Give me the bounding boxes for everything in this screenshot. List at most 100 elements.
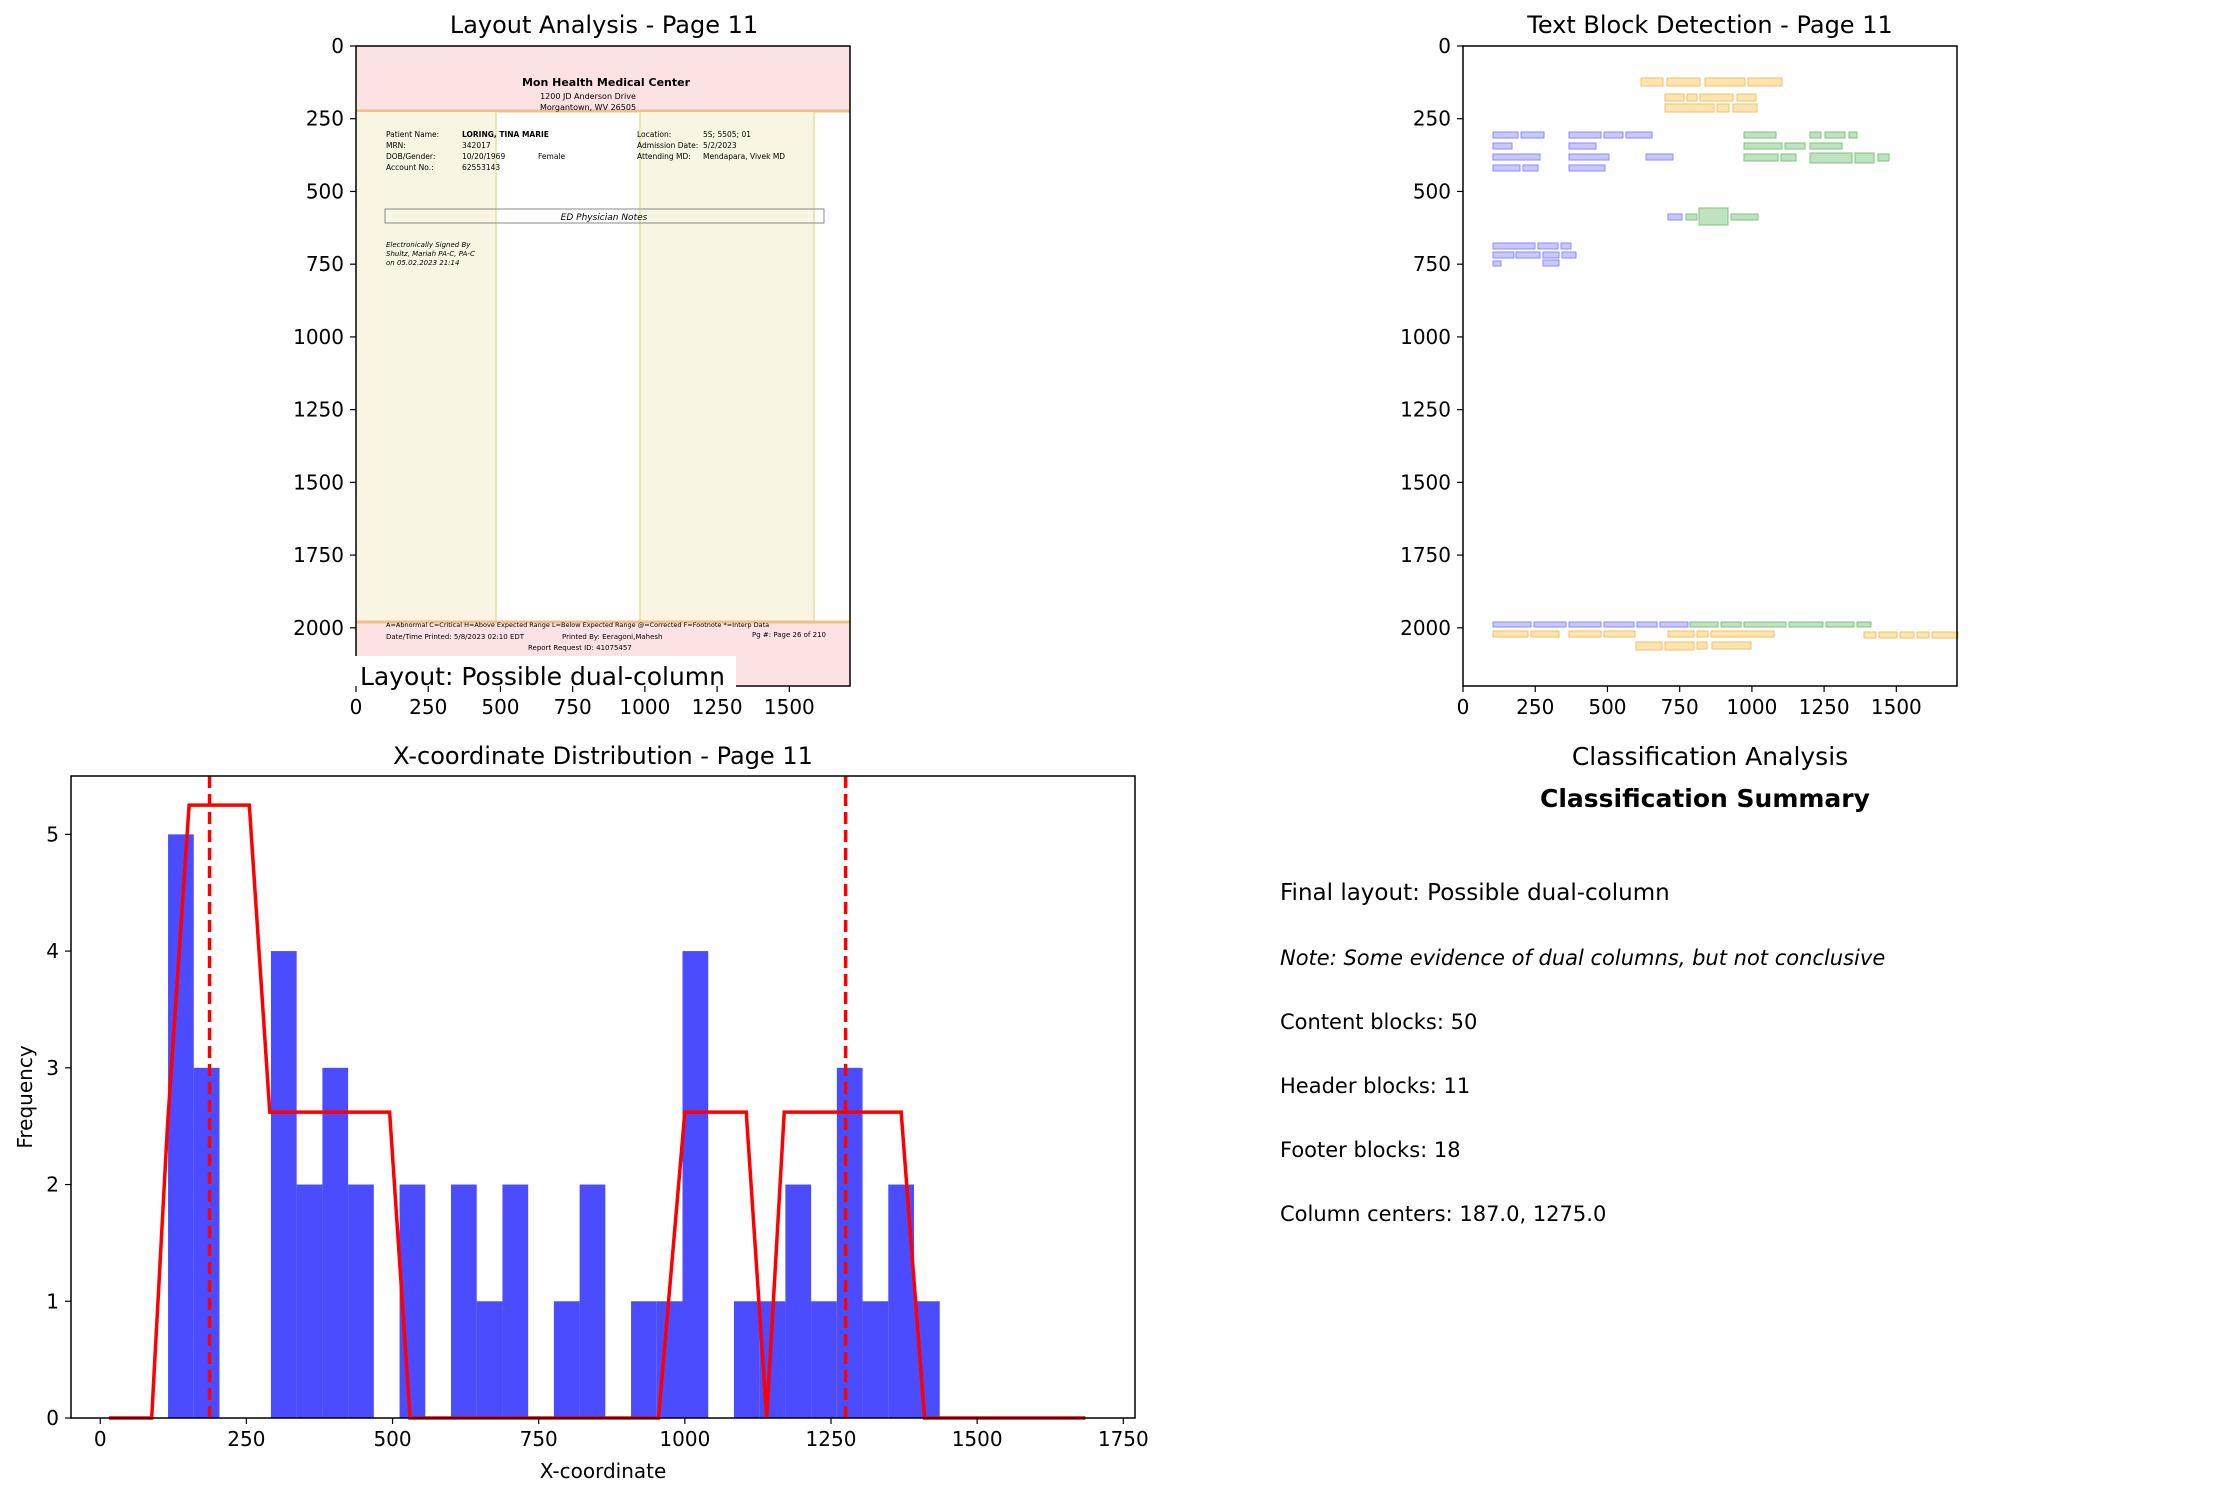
text-block xyxy=(1603,621,1635,628)
x-tick-label: 250 xyxy=(227,1427,265,1451)
text-block xyxy=(1568,142,1597,150)
doc-field-label: Attending MD: xyxy=(637,152,691,161)
x-tick-label: 1250 xyxy=(1799,695,1850,719)
text-block xyxy=(1696,641,1708,650)
y-tick-label: 1750 xyxy=(1400,543,1451,567)
histogram-title: X-coordinate Distribution - Page 11 xyxy=(393,742,813,770)
text-block xyxy=(1492,153,1541,161)
text-block xyxy=(1863,631,1877,639)
detection-panel: Text Block Detection - Page 11 xyxy=(1400,11,1959,719)
text-block xyxy=(1825,621,1855,628)
histogram-bar xyxy=(193,1067,220,1418)
histogram-bar xyxy=(348,1184,374,1418)
doc-signed-line: Shultz, Mariah PA-C, PA-C xyxy=(386,250,475,258)
histogram-bar xyxy=(811,1301,837,1418)
text-block xyxy=(1710,630,1775,638)
x-tick-label: 1500 xyxy=(764,695,815,719)
right-column-band xyxy=(640,112,814,622)
x-tick-label: 500 xyxy=(481,695,519,719)
text-block xyxy=(1686,93,1698,102)
text-block xyxy=(1877,153,1890,162)
text-block xyxy=(1743,142,1783,150)
doc-field-value: 5S; 5505; 01 xyxy=(703,130,751,139)
x-tick-label: 750 xyxy=(520,1427,558,1451)
histogram-bar xyxy=(502,1184,529,1418)
x-tick-label: 250 xyxy=(409,695,447,719)
text-block xyxy=(1809,142,1843,150)
text-block xyxy=(1743,131,1777,139)
doc-field-label: Location: xyxy=(637,130,671,139)
footer-blocks-green xyxy=(1689,621,1872,628)
text-block xyxy=(1515,251,1541,259)
y-tick-label: 3 xyxy=(46,1056,59,1080)
x-tick-label: 0 xyxy=(94,1427,107,1451)
histogram-bars xyxy=(168,834,940,1418)
text-block xyxy=(1664,641,1695,651)
detected-blocks xyxy=(1492,77,1959,651)
text-block xyxy=(1809,131,1822,139)
detection-axes: 0 250 500 750 1000 1250 1500 0 250 500 750 1000 1250… xyxy=(1400,34,1922,719)
text-block xyxy=(1732,103,1758,113)
y-tick-label: 2 xyxy=(46,1173,59,1197)
x-tick-label: 500 xyxy=(373,1427,411,1451)
text-block xyxy=(1899,631,1915,639)
doc-field-value: 62553143 xyxy=(462,163,500,172)
text-block xyxy=(1667,213,1683,221)
text-block xyxy=(1625,131,1653,139)
text-block xyxy=(1788,621,1824,628)
x-tick-label: 1750 xyxy=(1098,1427,1149,1451)
y-tick-label: 2000 xyxy=(1400,616,1451,640)
text-block xyxy=(1685,213,1698,221)
summary-footer-blocks: Footer blocks: 18 xyxy=(1280,1138,1461,1162)
text-block xyxy=(1809,152,1853,164)
histogram-bar xyxy=(296,1184,323,1418)
histogram-bar xyxy=(733,1301,760,1418)
text-block xyxy=(1542,259,1560,267)
footer-blocks-blue xyxy=(1492,621,1689,628)
summary-note: Note: Some evidence of dual columns, but… xyxy=(1280,946,1886,970)
text-block xyxy=(1854,152,1875,164)
text-block xyxy=(1659,621,1689,628)
y-tick-label: 5 xyxy=(46,822,59,846)
y-tick-label: 500 xyxy=(306,179,344,203)
y-tick-label: 1500 xyxy=(293,470,344,494)
doc-field-value: 5/2/2023 xyxy=(703,141,737,150)
text-block xyxy=(1560,242,1572,250)
y-tick-label: 250 xyxy=(306,107,344,131)
histogram-bar xyxy=(476,1301,503,1418)
text-block xyxy=(1640,77,1664,87)
header-region-band xyxy=(356,46,850,112)
doc-header-title: Mon Health Medical Center xyxy=(522,76,691,89)
text-block xyxy=(1696,630,1709,638)
doc-address-2: Morgantown, WV 26505 xyxy=(540,103,636,112)
histogram-bar xyxy=(451,1184,477,1418)
doc-section-box xyxy=(384,208,825,224)
text-block xyxy=(1492,260,1502,267)
text-block xyxy=(1492,131,1519,139)
text-block xyxy=(1720,621,1742,628)
x-tick-label: 1000 xyxy=(659,1427,710,1451)
header-blocks xyxy=(1640,77,1783,113)
x-tick-label: 750 xyxy=(1661,695,1699,719)
text-block xyxy=(1664,103,1715,113)
histogram-bar xyxy=(553,1301,580,1418)
text-block xyxy=(1533,621,1567,628)
histogram-axes: 0 250 500 750 1000 1250 1500 1750 0 1 2 3 4 5 xyxy=(46,822,1148,1451)
doc-field-label: DOB/Gender: xyxy=(386,152,435,161)
text-block xyxy=(1568,621,1602,628)
histogram-bar xyxy=(862,1301,889,1418)
text-block xyxy=(1730,213,1759,221)
text-block xyxy=(1667,630,1695,638)
doc-footer-request: Report Request ID: 41075457 xyxy=(528,644,632,652)
layout-axes: 0 250 500 750 1000 1250 1500 0 250 500 750 1000 1250… xyxy=(293,34,815,719)
y-tick-label: 1000 xyxy=(293,325,344,349)
text-block xyxy=(1878,631,1898,639)
footer-blocks-orange xyxy=(1492,630,1959,651)
text-block xyxy=(1492,621,1532,628)
histogram-bar xyxy=(322,1067,349,1418)
x-tick-label: 1500 xyxy=(952,1427,1003,1451)
text-block xyxy=(1492,242,1536,250)
text-block xyxy=(1666,77,1701,87)
detection-plot-frame xyxy=(1462,45,1958,687)
text-block xyxy=(1743,621,1787,628)
